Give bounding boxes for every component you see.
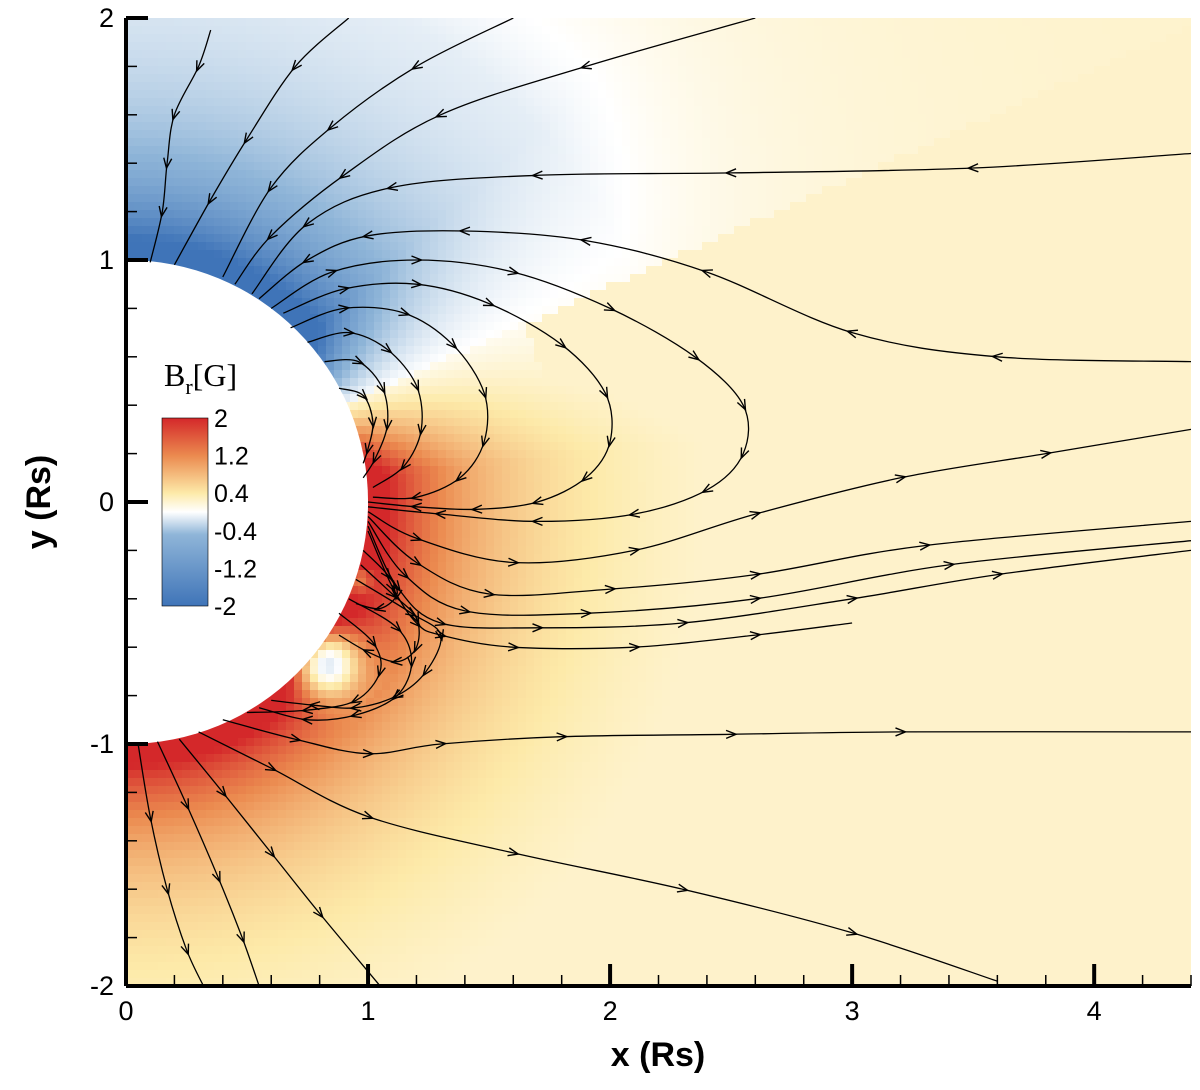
streamline-open-north-2 xyxy=(173,18,350,266)
streamline-open-south-2 xyxy=(198,731,998,982)
y-tick-label: -2 xyxy=(90,971,114,1001)
streamline-open-north-6 xyxy=(258,226,1191,363)
streamline-closed-5 xyxy=(324,355,393,479)
colorbar-title: Br[G] xyxy=(164,357,237,399)
y-tick-label: 2 xyxy=(99,3,114,33)
colorbar-tick-label: -0.4 xyxy=(214,518,257,546)
streamline-open-north-4 xyxy=(234,18,756,285)
streamline-closed-6 xyxy=(338,387,378,464)
colorbar-tick-label: -1.2 xyxy=(214,555,257,583)
plot-area xyxy=(126,18,1191,986)
axes: 0 1 2 3 4 2 1 0 -1 -2 xyxy=(90,3,1192,1026)
streamline-closed-south-4 xyxy=(258,598,417,725)
colorbar-ticks: 2 1.2 0.4 -0.4 -1.2 -2 xyxy=(214,405,257,621)
streamline-open-south-5 xyxy=(137,743,205,986)
y-tick-label: -1 xyxy=(90,729,114,759)
field-lines xyxy=(137,18,1191,986)
y-tick-label: 1 xyxy=(99,245,114,275)
colorbar: Br[G] 2 1.2 0.4 -0.4 -1.2 -2 xyxy=(161,357,257,621)
streamline-open-south-4 xyxy=(156,741,260,986)
x-tick-label: 0 xyxy=(118,996,133,1026)
streamline-open-north-5 xyxy=(251,152,1191,295)
colorbar-tick-label: 1.2 xyxy=(214,443,249,471)
streamline-open-south-3 xyxy=(178,738,381,986)
x-tick-label: 4 xyxy=(1087,996,1102,1026)
y-tick-label: 0 xyxy=(99,487,114,517)
streamline-open-north-1 xyxy=(149,29,212,263)
streamline-closed-4 xyxy=(307,327,427,489)
streamline-open-south-1 xyxy=(222,719,1191,759)
x-tick-label: 2 xyxy=(603,996,618,1026)
colorbar-tick-label: 0.4 xyxy=(214,480,249,508)
x-tick-label: 3 xyxy=(845,996,860,1026)
y-axis-title: y (Rs) xyxy=(20,455,58,549)
colorbar-gradient xyxy=(161,417,209,607)
x-tick-label: 1 xyxy=(361,996,376,1026)
colorbar-tick-label: -2 xyxy=(214,593,236,621)
colorbar-tick-label: 2 xyxy=(214,405,228,433)
x-axis-title: x (Rs) xyxy=(611,1036,705,1074)
streamline-closed-south-5 xyxy=(246,612,386,715)
